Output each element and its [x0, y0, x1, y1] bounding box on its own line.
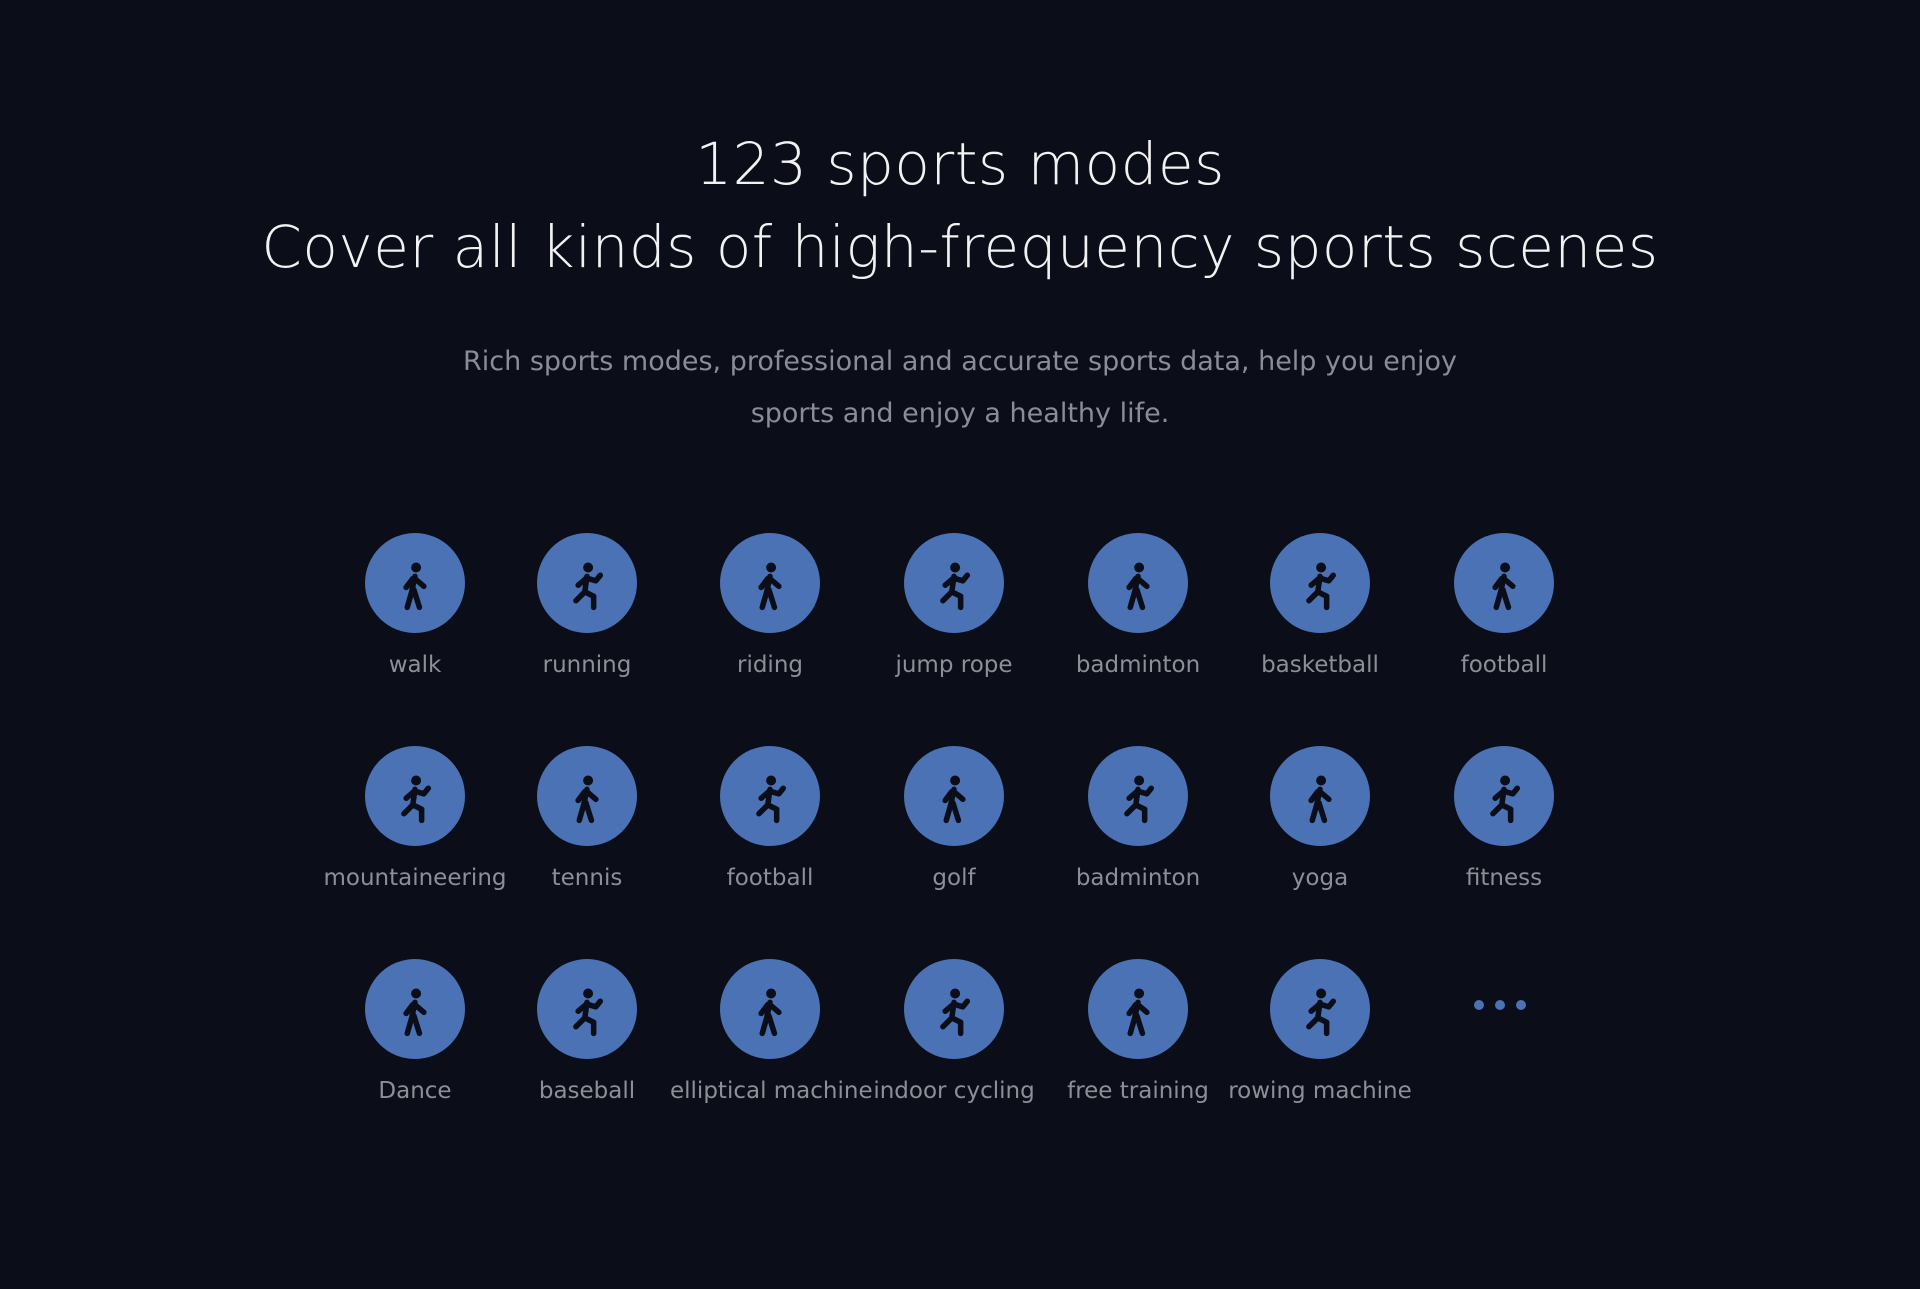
page-description-line-2: sports and enjoy a healthy life. [750, 398, 1170, 429]
indoor-cycling-icon [904, 959, 1004, 1059]
sport-mode-item: running [487, 533, 687, 678]
sport-mode-label: indoor cycling [873, 1078, 1035, 1104]
sport-mode-label: baseball [538, 1078, 636, 1104]
sport-mode-label: riding [736, 652, 803, 678]
walk-icon [365, 533, 465, 633]
sport-mode-label: mountaineering [323, 865, 507, 891]
sport-mode-label: walk [388, 652, 442, 678]
page-description-line-1: Rich sports modes, professional and accu… [463, 346, 1457, 377]
yoga-icon [1270, 746, 1370, 846]
page-headline: Cover all kinds of high-frequency sports… [261, 213, 1659, 281]
mountaineering-icon [365, 746, 465, 846]
sport-mode-item: Dance [315, 959, 515, 1104]
sport-mode-item: indoor cycling [854, 959, 1054, 1104]
sport-mode-item: yoga [1220, 746, 1420, 891]
fitness-icon [1454, 746, 1554, 846]
sport-mode-label: tennis [551, 865, 623, 891]
golf-icon [904, 746, 1004, 846]
sport-mode-label: running [542, 652, 632, 678]
sport-mode-label: rowing machine [1228, 1078, 1412, 1104]
sport-mode-item: walk [315, 533, 515, 678]
sport-mode-item: elliptical machine [670, 959, 873, 1104]
free-training-icon [1088, 959, 1188, 1059]
page-title: 123 sports modes [695, 130, 1225, 198]
dot [1516, 1000, 1526, 1010]
sport-mode-item: free training [1038, 959, 1238, 1104]
sport-mode-label: basketball [1261, 652, 1379, 678]
running-icon [537, 533, 637, 633]
ellipsis-icon [1474, 1000, 1526, 1010]
sport-mode-item: riding [670, 533, 870, 678]
football-icon [1454, 533, 1554, 633]
badminton-icon [1088, 533, 1188, 633]
sport-mode-item: rowing machine [1220, 959, 1420, 1104]
sport-mode-item: fitness [1404, 746, 1604, 891]
football-icon [720, 746, 820, 846]
rowing-machine-icon [1270, 959, 1370, 1059]
sport-mode-item: baseball [487, 959, 687, 1104]
tennis-icon [537, 746, 637, 846]
sport-mode-label: football [1460, 652, 1548, 678]
sport-mode-item: golf [854, 746, 1054, 891]
elliptical-machine-icon [720, 959, 820, 1059]
sport-mode-item: jump rope [854, 533, 1054, 678]
sport-mode-item: football [670, 746, 870, 891]
sport-mode-item: badminton [1038, 533, 1238, 678]
sport-mode-label: badminton [1075, 652, 1201, 678]
sport-mode-label: golf [932, 865, 976, 891]
sport-mode-label: yoga [1291, 865, 1349, 891]
sport-mode-item: mountaineering [315, 746, 515, 891]
sport-mode-label: free training [1067, 1078, 1209, 1104]
sport-mode-label: fitness [1465, 865, 1543, 891]
sport-mode-item: basketball [1220, 533, 1420, 678]
baseball-icon [537, 959, 637, 1059]
jump-rope-icon [904, 533, 1004, 633]
dance-icon [365, 959, 465, 1059]
sport-mode-label: badminton [1075, 865, 1201, 891]
sport-mode-label: elliptical machine [670, 1078, 873, 1104]
sport-mode-label: football [726, 865, 814, 891]
sport-mode-item: badminton [1038, 746, 1238, 891]
badminton-icon [1088, 746, 1188, 846]
dot [1474, 1000, 1484, 1010]
sport-mode-label: Dance [378, 1078, 452, 1104]
sport-mode-item: tennis [487, 746, 687, 891]
riding-icon [720, 533, 820, 633]
basketball-icon [1270, 533, 1370, 633]
sport-mode-label: jump rope [895, 652, 1013, 678]
dot [1495, 1000, 1505, 1010]
sport-mode-item: football [1404, 533, 1604, 678]
